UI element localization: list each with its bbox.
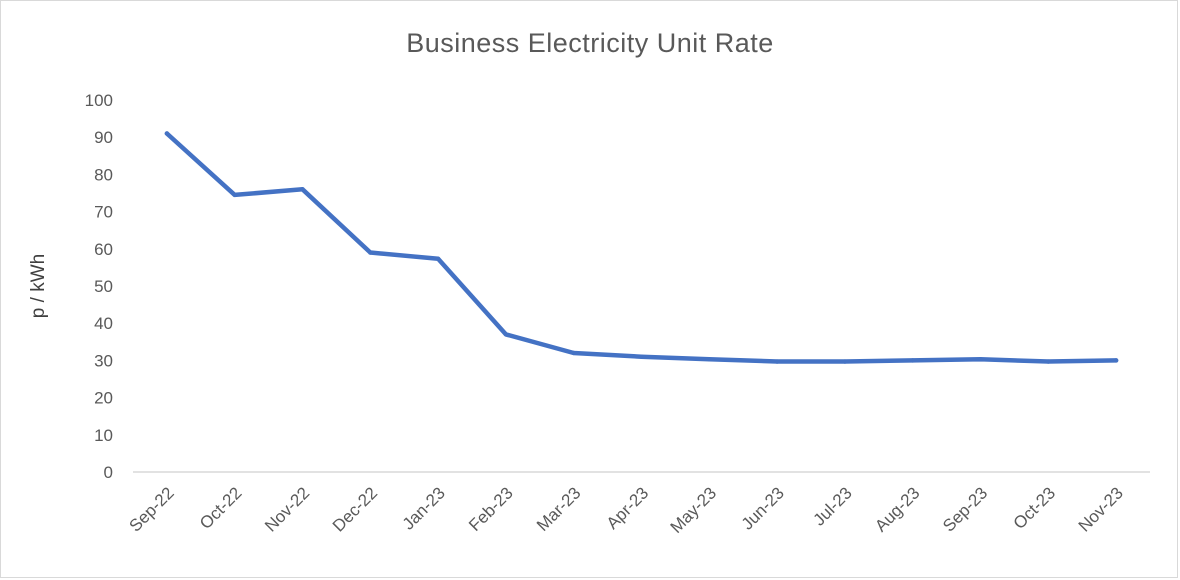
x-tick-label: Apr-23 (603, 483, 653, 533)
y-tick-label: 90 (94, 128, 113, 147)
y-tick-label: 10 (94, 426, 113, 445)
x-tick-label: Oct-23 (1010, 483, 1060, 533)
x-tick-label: Feb-23 (465, 483, 517, 535)
x-tick-label: Aug-23 (871, 483, 923, 535)
y-tick-label: 0 (104, 463, 113, 482)
y-axis-ticks: 0 10 20 30 40 50 60 70 80 90 100 (85, 91, 113, 482)
y-tick-label: 80 (94, 165, 113, 184)
series-group (164, 131, 1119, 364)
y-tick-label: 50 (94, 277, 113, 296)
data-point (503, 332, 509, 337)
x-tick-label: Jul-23 (810, 483, 856, 529)
data-point (164, 131, 170, 136)
x-tick-label: Sep-22 (126, 483, 178, 535)
data-point (368, 250, 373, 255)
x-tick-label: Sep-23 (939, 483, 991, 535)
data-point (1113, 358, 1119, 363)
x-tick-label: Oct-22 (196, 483, 246, 533)
data-point (300, 187, 305, 192)
data-point (1046, 359, 1051, 364)
x-tick-label: Mar-23 (533, 483, 585, 535)
x-tick-label: Nov-22 (261, 483, 313, 535)
y-tick-label: 70 (94, 203, 113, 222)
x-tick-label: Dec-22 (329, 483, 381, 535)
x-tick-label: Nov-23 (1075, 483, 1127, 535)
y-tick-label: 60 (94, 240, 113, 259)
data-point (571, 350, 576, 356)
data-point (978, 357, 983, 362)
x-tick-label: May-23 (667, 483, 721, 537)
data-point (639, 354, 644, 359)
data-point (707, 357, 712, 362)
x-tick-label: Jun-23 (738, 483, 788, 533)
data-point (435, 256, 441, 262)
x-axis-ticks: Sep-22 Oct-22 Nov-22 Dec-22 Jan-23 Feb-23 Mar-… (126, 483, 1127, 537)
chart-title: Business Electricity Unit Rate (406, 28, 774, 58)
y-tick-label: 20 (94, 389, 113, 408)
y-tick-label: 100 (85, 91, 113, 110)
y-tick-label: 30 (94, 351, 113, 370)
x-tick-label: Jan-23 (399, 483, 449, 533)
data-point (842, 359, 848, 364)
data-point (232, 192, 237, 198)
series-line (164, 131, 1119, 364)
y-tick-label: 40 (94, 314, 113, 333)
data-point (910, 358, 915, 363)
data-point (774, 359, 780, 364)
